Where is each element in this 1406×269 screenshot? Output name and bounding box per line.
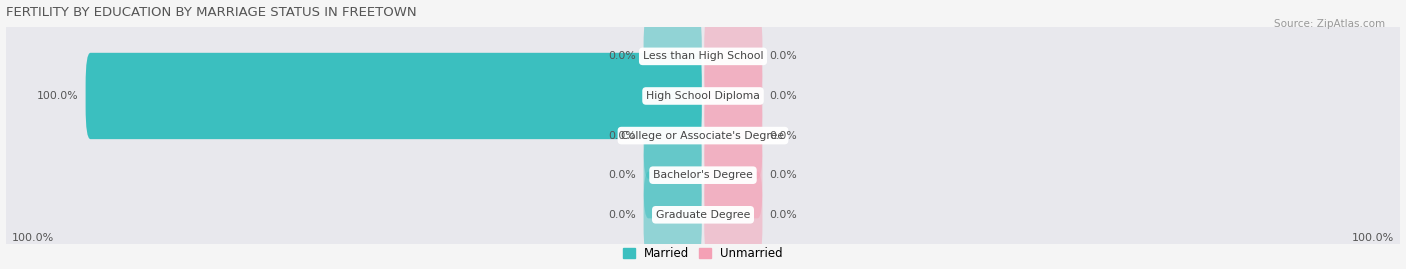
Text: 0.0%: 0.0% bbox=[609, 51, 637, 61]
Text: 0.0%: 0.0% bbox=[609, 130, 637, 141]
Text: 0.0%: 0.0% bbox=[769, 130, 797, 141]
FancyBboxPatch shape bbox=[86, 53, 702, 139]
Text: FERTILITY BY EDUCATION BY MARRIAGE STATUS IN FREETOWN: FERTILITY BY EDUCATION BY MARRIAGE STATU… bbox=[6, 6, 416, 19]
Legend: Married, Unmarried: Married, Unmarried bbox=[619, 242, 787, 265]
Text: 100.0%: 100.0% bbox=[11, 233, 53, 243]
FancyBboxPatch shape bbox=[644, 132, 702, 218]
FancyBboxPatch shape bbox=[704, 172, 762, 258]
Text: 0.0%: 0.0% bbox=[609, 210, 637, 220]
Text: Source: ZipAtlas.com: Source: ZipAtlas.com bbox=[1274, 19, 1385, 29]
Text: Graduate Degree: Graduate Degree bbox=[655, 210, 751, 220]
Text: 100.0%: 100.0% bbox=[37, 91, 79, 101]
FancyBboxPatch shape bbox=[704, 93, 762, 179]
FancyBboxPatch shape bbox=[3, 0, 1403, 137]
FancyBboxPatch shape bbox=[704, 132, 762, 218]
Text: High School Diploma: High School Diploma bbox=[647, 91, 759, 101]
Text: 0.0%: 0.0% bbox=[769, 170, 797, 180]
FancyBboxPatch shape bbox=[644, 13, 702, 100]
FancyBboxPatch shape bbox=[3, 94, 1403, 256]
FancyBboxPatch shape bbox=[3, 15, 1403, 177]
Text: Bachelor's Degree: Bachelor's Degree bbox=[652, 170, 754, 180]
FancyBboxPatch shape bbox=[704, 53, 762, 139]
Text: 0.0%: 0.0% bbox=[769, 210, 797, 220]
FancyBboxPatch shape bbox=[704, 13, 762, 100]
FancyBboxPatch shape bbox=[3, 134, 1403, 269]
Text: 0.0%: 0.0% bbox=[769, 91, 797, 101]
Text: Less than High School: Less than High School bbox=[643, 51, 763, 61]
Text: 100.0%: 100.0% bbox=[1353, 233, 1395, 243]
Text: College or Associate's Degree: College or Associate's Degree bbox=[621, 130, 785, 141]
Text: 0.0%: 0.0% bbox=[609, 170, 637, 180]
FancyBboxPatch shape bbox=[644, 172, 702, 258]
FancyBboxPatch shape bbox=[644, 93, 702, 179]
Text: 0.0%: 0.0% bbox=[769, 51, 797, 61]
FancyBboxPatch shape bbox=[3, 55, 1403, 216]
